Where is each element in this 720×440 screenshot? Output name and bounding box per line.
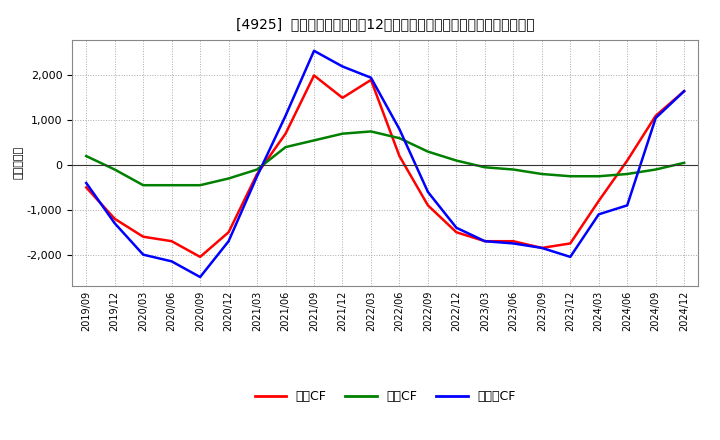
投資CF [366,129,375,134]
Line: 投資CF: 投資CF [86,132,684,185]
投資CF [196,183,204,188]
Line: 営業CF: 営業CF [86,75,684,257]
フリーCF [595,212,603,217]
営業CF [310,73,318,78]
投資CF [480,165,489,170]
投資CF [566,174,575,179]
フリーCF [652,115,660,121]
営業CF [452,230,461,235]
投資CF [82,154,91,159]
投資CF [680,160,688,165]
投資CF [423,149,432,154]
営業CF [509,238,518,244]
営業CF [423,203,432,208]
投資CF [310,138,318,143]
Legend: 営業CF, 投資CF, フリーCF: 営業CF, 投資CF, フリーCF [250,385,521,408]
投資CF [395,136,404,141]
投資CF [509,167,518,172]
フリーCF [680,88,688,94]
営業CF [139,234,148,239]
投資CF [282,144,290,150]
フリーCF [167,259,176,264]
フリーCF [110,220,119,226]
フリーCF [196,275,204,280]
投資CF [623,171,631,176]
フリーCF [452,225,461,231]
フリーCF [509,241,518,246]
投資CF [253,167,261,172]
投資CF [225,176,233,181]
営業CF [253,171,261,176]
営業CF [537,245,546,250]
投資CF [452,158,461,163]
フリーCF [537,245,546,250]
投資CF [139,183,148,188]
Y-axis label: （百万円）: （百万円） [14,146,24,180]
営業CF [652,113,660,118]
フリーCF [423,189,432,194]
フリーCF [82,180,91,186]
営業CF [110,216,119,221]
営業CF [366,77,375,83]
営業CF [566,241,575,246]
営業CF [595,198,603,204]
フリーCF [253,174,261,179]
営業CF [680,88,688,94]
営業CF [395,154,404,159]
営業CF [480,238,489,244]
投資CF [167,183,176,188]
フリーCF [395,127,404,132]
投資CF [110,167,119,172]
投資CF [537,171,546,176]
営業CF [196,254,204,260]
フリーCF [282,113,290,118]
フリーCF [310,48,318,53]
Line: フリーCF: フリーCF [86,51,684,277]
フリーCF [366,75,375,81]
営業CF [167,238,176,244]
フリーCF [139,252,148,257]
Title: [4925]  キャッシュフローの12か月移動合計の対前年同期増減額の推移: [4925] キャッシュフローの12か月移動合計の対前年同期増減額の推移 [236,18,534,32]
営業CF [623,158,631,163]
営業CF [225,230,233,235]
営業CF [82,185,91,190]
フリーCF [225,238,233,244]
フリーCF [480,238,489,244]
営業CF [338,95,347,100]
フリーCF [623,203,631,208]
投資CF [338,131,347,136]
フリーCF [338,64,347,69]
投資CF [652,167,660,172]
フリーCF [566,254,575,260]
営業CF [282,131,290,136]
投資CF [595,174,603,179]
